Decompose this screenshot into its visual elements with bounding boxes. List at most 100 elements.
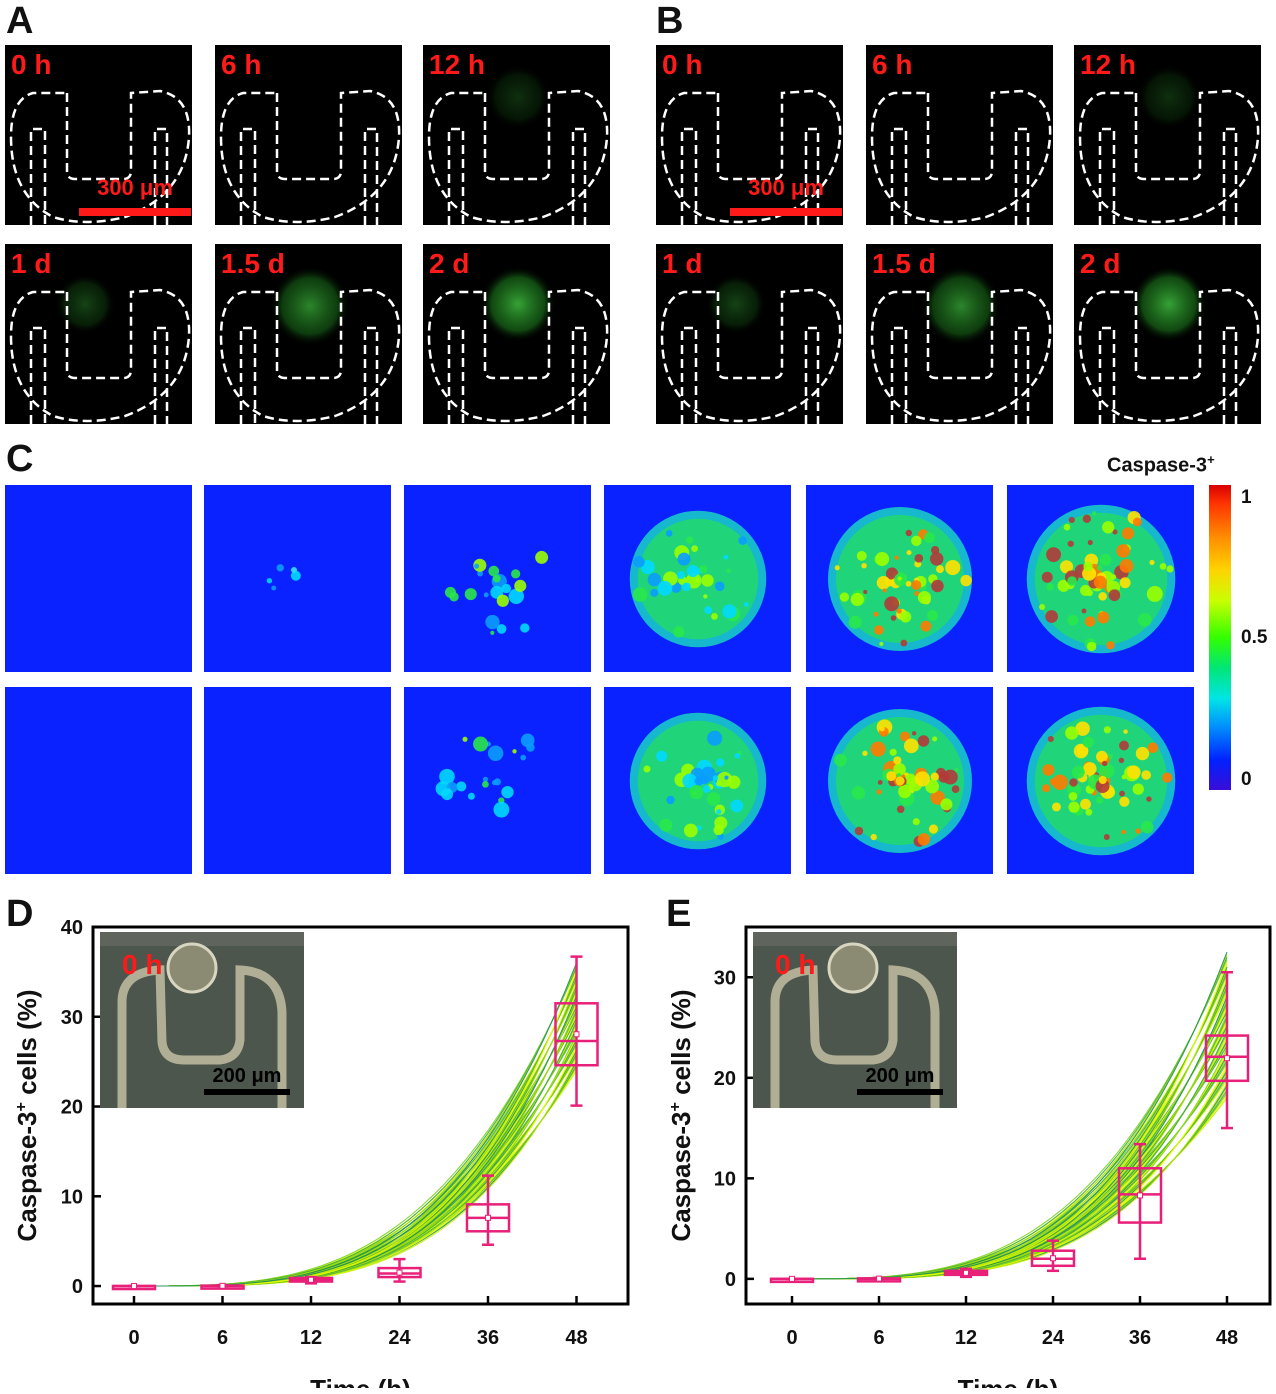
panel-a-image-2: 12 h bbox=[423, 45, 610, 225]
channel-outline bbox=[660, 274, 842, 424]
spheroid-fluorescence bbox=[706, 274, 766, 334]
y-tick-label: 0 bbox=[725, 1269, 736, 1291]
y-axis-label: Caspase-3+ cells (%) bbox=[666, 989, 696, 1241]
inset-scale-label: 200 μm bbox=[213, 1065, 282, 1087]
panel-a-image-4: 1.5 d bbox=[215, 244, 402, 424]
y-tick-label: 10 bbox=[714, 1168, 736, 1190]
box-12 bbox=[288, 1275, 334, 1285]
box-mean bbox=[219, 1282, 226, 1289]
x-tick-label: 12 bbox=[955, 1327, 977, 1349]
box-36 bbox=[1117, 1142, 1163, 1261]
heatmap-r1-c5 bbox=[1007, 687, 1194, 874]
channel-outline bbox=[219, 266, 401, 424]
heatmap-r1-c2 bbox=[404, 687, 591, 874]
heatmap-r0-c5 bbox=[1007, 485, 1194, 672]
channel-outline bbox=[9, 274, 191, 424]
box-mean bbox=[876, 1275, 882, 1282]
channel-outline bbox=[427, 65, 609, 225]
panel-label-b: B bbox=[656, 0, 684, 42]
panel-b-image-1: 6 h bbox=[866, 45, 1053, 225]
x-tick-label: 48 bbox=[1216, 1327, 1238, 1349]
box-mean bbox=[573, 1031, 580, 1038]
box-mean bbox=[1224, 1055, 1230, 1062]
panel-a-image-0: 0 h 300 μm bbox=[5, 45, 192, 225]
inset-time-label: 0 h bbox=[122, 949, 162, 980]
y-tick-label: 0 bbox=[72, 1276, 83, 1298]
box-mean bbox=[963, 1269, 969, 1276]
inset-time-label: 0 h bbox=[775, 949, 815, 980]
time-label: 12 h bbox=[1080, 49, 1137, 80]
x-tick-label: 0 bbox=[128, 1327, 139, 1349]
inset-photo: 0 h 200 μm bbox=[753, 932, 957, 1108]
colorbar-title: Caspase-3+ bbox=[1107, 452, 1215, 477]
time-label: 2 d bbox=[429, 248, 470, 279]
box-mean bbox=[485, 1214, 491, 1221]
x-axis-label: Time (h) bbox=[310, 1374, 411, 1388]
chart-d: 0 10 20 30 40 0 6 12 24 36 48 Time (h) Caspase-3+ ce… bbox=[12, 917, 630, 1388]
inset-photo: 0 h 200 μm bbox=[100, 932, 304, 1108]
time-label: 2 d bbox=[1080, 248, 1121, 279]
x-tick-label: 36 bbox=[477, 1327, 499, 1349]
panel-b-image-4: 1.5 d bbox=[866, 244, 1053, 424]
spheroid-fluorescence bbox=[486, 65, 550, 129]
time-label: 6 h bbox=[221, 49, 262, 80]
panel-label-d: D bbox=[6, 893, 34, 935]
channel-outline bbox=[1078, 65, 1260, 225]
box-iqr bbox=[1204, 1034, 1250, 1083]
x-tick-label: 12 bbox=[300, 1327, 322, 1349]
panel-label-a: A bbox=[6, 0, 34, 42]
heatmap-r0-c1 bbox=[204, 485, 391, 672]
channel-outline bbox=[870, 89, 1052, 225]
panel-label-c: C bbox=[6, 438, 34, 480]
time-label: 0 h bbox=[662, 49, 703, 80]
panel-b-image-2: 12 h bbox=[1074, 45, 1261, 225]
box-24 bbox=[1030, 1239, 1076, 1273]
plot-frame bbox=[91, 925, 630, 1306]
y-tick-label: 20 bbox=[61, 1097, 83, 1119]
panel-b-image-5: 2 d bbox=[1074, 244, 1261, 424]
colorbar-tick-min: 0 bbox=[1241, 769, 1252, 790]
x-tick-label: 24 bbox=[388, 1327, 411, 1349]
heatmap-r1-c0 bbox=[5, 687, 192, 874]
box-mean bbox=[131, 1283, 137, 1290]
panel-a-image-3: 1 d bbox=[5, 244, 192, 424]
panel-b-image-0: 0 h 300 μm bbox=[656, 45, 843, 225]
inset-scale-bar bbox=[204, 1089, 290, 1095]
panel-a-image-5: 2 d bbox=[423, 244, 610, 424]
time-label: 1.5 d bbox=[221, 248, 285, 279]
box-mean bbox=[396, 1269, 403, 1276]
colorbar-tick-mid: 0.5 bbox=[1241, 627, 1268, 648]
heatmap-r1-c4 bbox=[806, 687, 993, 874]
box-0 bbox=[111, 1283, 157, 1291]
box-36 bbox=[465, 1174, 511, 1247]
spheroid-fluorescence bbox=[921, 266, 1001, 346]
y-tick-label: 30 bbox=[714, 967, 736, 989]
time-label: 1 d bbox=[662, 248, 703, 279]
chart-e: 0 10 20 30 0 6 12 24 36 48 Time (h) Caspase-3+ cell… bbox=[666, 925, 1272, 1388]
time-label: 1.5 d bbox=[872, 248, 936, 279]
time-label: 0 h bbox=[11, 49, 52, 80]
heatmap-r0-c4 bbox=[806, 485, 993, 672]
inset-scale-label: 200 μm bbox=[866, 1065, 935, 1087]
y-tick-label: 30 bbox=[61, 1007, 83, 1029]
y-tick-label: 10 bbox=[61, 1186, 83, 1208]
panel-b-image-3: 1 d bbox=[656, 244, 843, 424]
box-6 bbox=[856, 1275, 902, 1283]
box-0 bbox=[769, 1275, 815, 1284]
box-48 bbox=[554, 955, 599, 1107]
spheroid-fluorescence bbox=[270, 266, 350, 346]
colorbar bbox=[1209, 485, 1231, 790]
time-label: 6 h bbox=[872, 49, 913, 80]
box-iqr bbox=[554, 1002, 599, 1067]
channel-outline bbox=[219, 89, 401, 225]
box-12 bbox=[943, 1267, 989, 1279]
box-48 bbox=[1204, 970, 1250, 1130]
box-mean bbox=[308, 1276, 314, 1283]
x-tick-label: 36 bbox=[1129, 1327, 1151, 1349]
x-axis-label: Time (h) bbox=[958, 1374, 1059, 1388]
heatmap-r0-c2 bbox=[404, 485, 591, 672]
channel-outline bbox=[9, 89, 191, 225]
scale-bar bbox=[730, 208, 842, 216]
x-tick-label: 6 bbox=[873, 1327, 884, 1349]
x-tick-label: 6 bbox=[217, 1327, 228, 1349]
